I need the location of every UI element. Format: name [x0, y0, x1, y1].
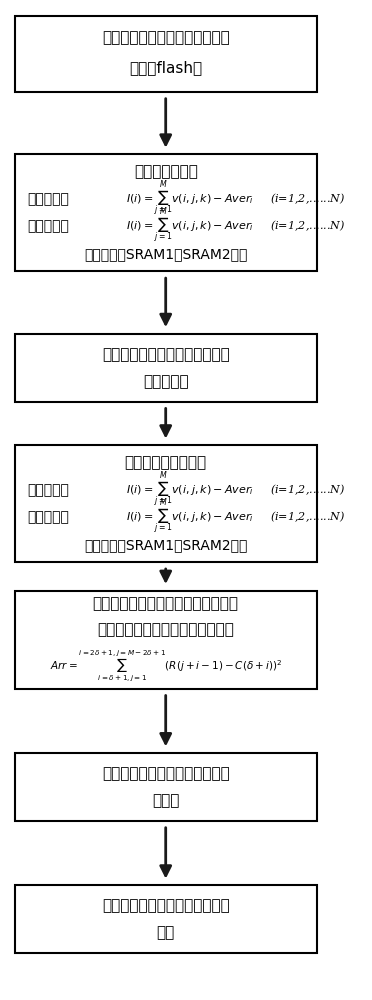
- FancyBboxPatch shape: [15, 753, 317, 821]
- FancyBboxPatch shape: [15, 445, 317, 562]
- Text: 列投影向量: 列投影向量: [28, 510, 70, 524]
- FancyBboxPatch shape: [15, 334, 317, 402]
- FancyBboxPatch shape: [15, 885, 317, 953]
- Text: 景图像的行列投影向量做相关运算: 景图像的行列投影向量做相关运算: [97, 622, 234, 637]
- Text: 根据相关运算结果确定探测器积: 根据相关运算结果确定探测器积: [102, 766, 230, 781]
- FancyBboxPatch shape: [15, 16, 317, 92]
- FancyBboxPatch shape: [15, 591, 317, 689]
- Text: 分时间: 分时间: [152, 793, 179, 808]
- Text: 采集不同积分时间下的背景图像: 采集不同积分时间下的背景图像: [102, 30, 230, 45]
- Text: 校正: 校正: [157, 925, 175, 940]
- Text: 列投影向量: 列投影向量: [28, 220, 70, 234]
- Text: 存储在flash中: 存储在flash中: [129, 60, 202, 75]
- Text: $I(i)=\sum_{j=1}^{M}v(i,j,k)-Aver_i$     (i=1,2,......N): $I(i)=\sum_{j=1}^{M}v(i,j,k)-Aver_i$ (i=…: [126, 179, 346, 219]
- Text: 间的查找表: 间的查找表: [143, 374, 189, 389]
- Text: 行投影向量: 行投影向量: [28, 192, 70, 206]
- Text: 结果分别用SRAM1和SRAM2存储: 结果分别用SRAM1和SRAM2存储: [84, 538, 247, 552]
- Text: 结果分别用SRAM1和SRAM2存储: 结果分别用SRAM1和SRAM2存储: [84, 247, 247, 261]
- Text: $I(i)=\sum_{j=1}^{M}v(i,j,k)-Aver_i$     (i=1,2,......N): $I(i)=\sum_{j=1}^{M}v(i,j,k)-Aver_i$ (i=…: [126, 470, 346, 510]
- Text: 计算背景图像的: 计算背景图像的: [134, 164, 198, 179]
- Text: $I(i)=\sum_{j=1}^{M}v(i,j,k)-Aver_i$     (i=1,2,......N): $I(i)=\sum_{j=1}^{M}v(i,j,k)-Aver_i$ (i=…: [126, 497, 346, 537]
- Text: $I(i)=\sum_{j=1}^{M}v(i,j,k)-Aver_i$     (i=1,2,......N): $I(i)=\sum_{j=1}^{M}v(i,j,k)-Aver_i$ (i=…: [126, 207, 346, 246]
- Text: 对背景图像的行列投影向量与目标场: 对背景图像的行列投影向量与目标场: [93, 596, 239, 611]
- Text: 行投影向量: 行投影向量: [28, 483, 70, 497]
- Text: 计算目标场景图像的: 计算目标场景图像的: [125, 455, 207, 470]
- FancyBboxPatch shape: [15, 154, 317, 271]
- Text: $Arr=\sum_{i=\delta+1,j=1}^{i=2\delta+1,j=M-2\delta+1}(R(j+i-1)-C(\delta+i))^2$: $Arr=\sum_{i=\delta+1,j=1}^{i=2\delta+1,…: [49, 649, 282, 684]
- Text: 对拍摄的目标场景图像做非均匀: 对拍摄的目标场景图像做非均匀: [102, 898, 230, 913]
- Text: 建立积分时间与行列投影向量之: 建立积分时间与行列投影向量之: [102, 347, 230, 362]
